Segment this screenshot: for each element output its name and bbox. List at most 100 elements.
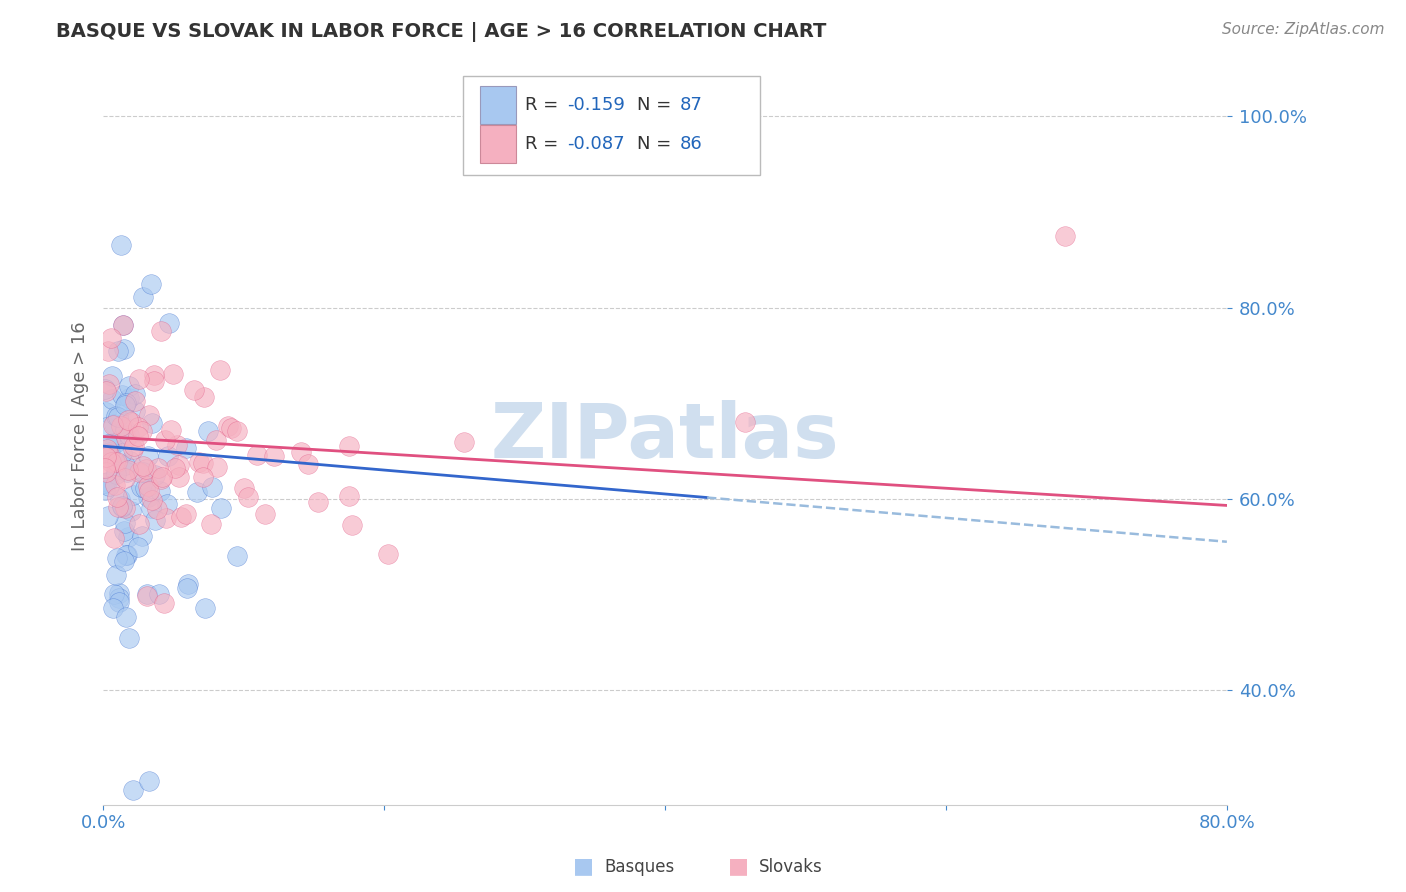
Point	[186, 484, 208, 499]
Point	[138, 483, 160, 498]
Point	[100, 368, 122, 383]
Point	[94, 384, 117, 399]
Point	[129, 480, 152, 494]
Point	[225, 425, 247, 439]
Point	[197, 424, 219, 438]
Text: -0.159: -0.159	[567, 96, 626, 114]
Point	[114, 398, 136, 412]
Point	[97, 509, 120, 524]
Point	[112, 554, 135, 568]
Point	[117, 413, 139, 427]
Text: 87: 87	[679, 96, 703, 114]
Point	[191, 470, 214, 484]
Point	[98, 479, 121, 493]
Point	[124, 394, 146, 409]
Point	[136, 589, 159, 603]
Point	[232, 481, 254, 495]
Point	[149, 472, 172, 486]
Point	[143, 467, 166, 482]
Point	[170, 510, 193, 524]
Point	[111, 388, 134, 402]
Point	[263, 449, 285, 463]
Point	[117, 462, 139, 476]
Point	[135, 461, 157, 475]
Point	[105, 551, 128, 566]
Point	[98, 445, 121, 459]
Point	[1054, 228, 1077, 243]
Point	[246, 448, 269, 462]
Point	[166, 438, 188, 452]
Point	[209, 501, 232, 516]
Point	[132, 290, 155, 304]
Point	[145, 501, 167, 516]
Point	[167, 469, 190, 483]
Point	[104, 436, 127, 450]
Point	[200, 517, 222, 532]
Point	[307, 495, 329, 509]
Point	[132, 465, 155, 479]
Point	[118, 379, 141, 393]
Point	[135, 587, 157, 601]
Y-axis label: In Labor Force | Age > 16: In Labor Force | Age > 16	[72, 322, 89, 551]
Text: R =: R =	[524, 96, 564, 114]
Point	[94, 475, 117, 490]
Point	[105, 490, 128, 504]
Point	[156, 497, 179, 511]
Point	[146, 460, 169, 475]
FancyBboxPatch shape	[463, 76, 761, 175]
Point	[337, 489, 360, 503]
Point	[94, 450, 117, 465]
Point	[205, 459, 228, 474]
Point	[111, 499, 134, 513]
Point	[97, 436, 120, 450]
Point	[115, 431, 138, 445]
Point	[96, 475, 118, 490]
Point	[150, 469, 173, 483]
Text: Slovaks: Slovaks	[759, 858, 823, 876]
Point	[139, 277, 162, 291]
Point	[96, 465, 118, 479]
Point	[205, 433, 228, 447]
Point	[115, 610, 138, 624]
Point	[131, 529, 153, 543]
Text: 86: 86	[679, 136, 703, 153]
Point	[162, 367, 184, 381]
Point	[97, 447, 120, 461]
Point	[114, 471, 136, 485]
FancyBboxPatch shape	[479, 125, 516, 163]
Point	[114, 458, 136, 473]
Point	[100, 437, 122, 451]
Point	[103, 418, 125, 433]
Point	[236, 490, 259, 504]
Point	[112, 524, 135, 538]
Point	[93, 382, 115, 396]
Point	[122, 488, 145, 502]
Point	[103, 478, 125, 492]
Point	[97, 447, 120, 461]
Point	[138, 773, 160, 788]
Point	[118, 428, 141, 442]
Point	[297, 458, 319, 472]
Point	[105, 467, 128, 482]
Text: ■: ■	[728, 856, 748, 876]
Point	[121, 783, 143, 797]
Point	[156, 449, 179, 463]
Point	[217, 419, 239, 434]
Point	[114, 421, 136, 435]
Point	[120, 453, 142, 467]
Point	[453, 435, 475, 450]
Point	[253, 507, 276, 521]
Point	[139, 501, 162, 516]
Point	[148, 586, 170, 600]
Point	[174, 507, 197, 521]
Point	[209, 363, 232, 377]
Point	[105, 409, 128, 423]
Point	[104, 568, 127, 582]
Point	[93, 483, 115, 497]
Point	[136, 490, 159, 504]
FancyBboxPatch shape	[479, 87, 516, 125]
Point	[127, 541, 149, 555]
Point	[290, 445, 312, 459]
Point	[107, 409, 129, 424]
Point	[194, 601, 217, 615]
